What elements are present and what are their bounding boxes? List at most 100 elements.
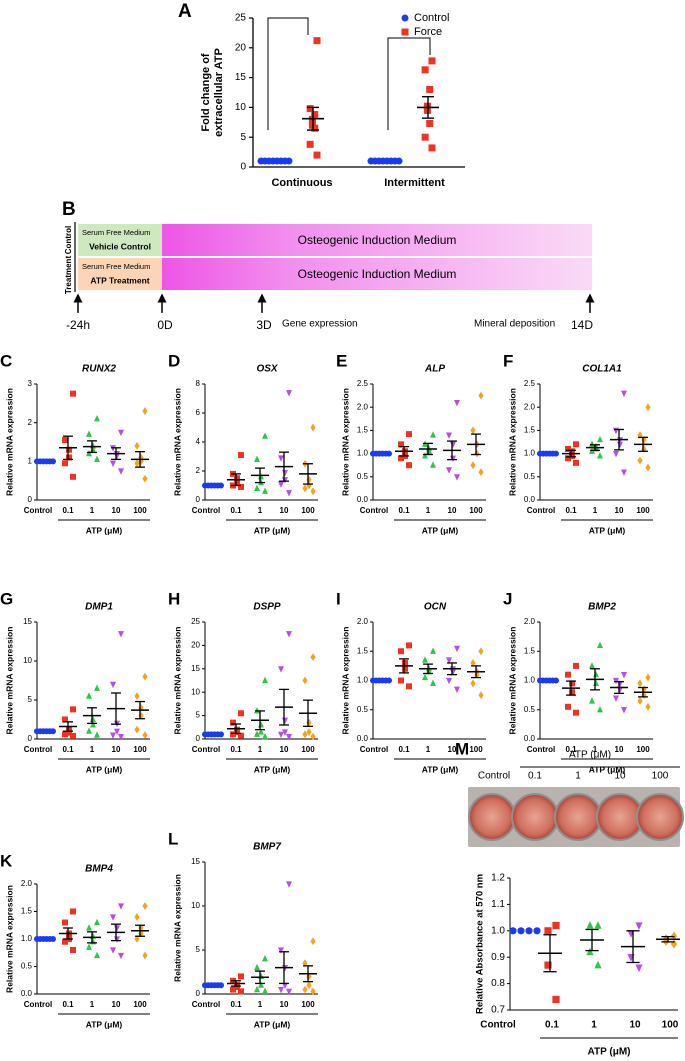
data-point (573, 662, 579, 669)
legend-marker (401, 14, 409, 22)
data-point (86, 924, 92, 931)
data-point (553, 677, 559, 684)
data-point (586, 947, 594, 956)
y-tick-label: 10 (23, 656, 32, 665)
data-point (50, 728, 56, 735)
y-tick-label: 6 (196, 408, 201, 417)
x-axis-label: ATP (μM) (86, 764, 123, 774)
data-point (593, 679, 599, 687)
data-point (573, 709, 579, 716)
y-tick-label: 1.5 (357, 646, 369, 655)
data-point (262, 487, 268, 494)
data-point (552, 995, 560, 1004)
y-axis-label: extracellular ATP (213, 48, 225, 137)
data-point (426, 119, 434, 127)
data-point (422, 656, 428, 663)
data-point (258, 972, 264, 979)
x-tick-label: 10 (280, 506, 289, 515)
y-tick-label: 2.0 (524, 617, 536, 626)
x-tick-label: Control (24, 745, 52, 754)
y-tick-label: 1.5 (21, 907, 33, 916)
x-axis-label: ATP (μM) (588, 1047, 631, 1058)
data-point (50, 458, 56, 465)
data-point (621, 469, 627, 476)
panel-letter: G (0, 589, 13, 608)
data-point (478, 691, 484, 700)
y-axis-label: Relative mRNA expression (4, 627, 14, 735)
x-axis-label: ATP (μM) (589, 525, 626, 535)
data-point (118, 734, 124, 741)
data-point (594, 960, 602, 969)
data-point (597, 641, 603, 648)
y-tick-label: 15 (191, 664, 200, 673)
x-tick-label: 10 (112, 506, 121, 515)
pretreatment-label: Vehicle Control (89, 241, 151, 251)
data-point (454, 474, 460, 481)
y-axis-label: Relative mRNA expression (340, 627, 350, 735)
y-tick-label: 1.0 (357, 449, 369, 458)
data-point (430, 461, 436, 468)
panel-letter: I (336, 589, 341, 608)
data-point (421, 66, 429, 74)
event-label: Mineral deposition (474, 319, 555, 330)
data-point (613, 427, 619, 435)
data-point (110, 681, 116, 689)
x-tick-label: 10 (112, 1000, 121, 1009)
x-tick-label: 0.1 (62, 1000, 74, 1009)
y-tick-label: 1.5 (524, 646, 536, 655)
data-point (134, 459, 140, 468)
chart-title: ALP (424, 364, 445, 375)
data-point (553, 450, 559, 457)
y-tick-label: 1.0 (491, 925, 505, 936)
data-point (234, 479, 240, 486)
x-tick-label: 100 (636, 506, 650, 515)
data-point (635, 964, 643, 973)
data-point (110, 460, 116, 468)
y-tick-label: 10 (235, 102, 247, 113)
data-point (311, 111, 319, 119)
y-tick-label: 0.7 (491, 1005, 505, 1016)
data-point (254, 985, 260, 993)
data-point (142, 731, 148, 739)
data-point (94, 918, 100, 926)
x-tick-label: 0.1 (230, 506, 242, 515)
panel-letter: E (336, 351, 347, 370)
data-point (565, 671, 571, 678)
data-point (637, 456, 643, 465)
y-tick-label: 25 (191, 617, 200, 626)
well (468, 793, 516, 841)
data-point (406, 683, 412, 690)
pretreatment-box (78, 224, 162, 256)
y-tick-label: 1 (28, 456, 33, 465)
y-tick-label: 0.9 (491, 952, 505, 963)
y-tick-label: 1.0 (21, 934, 33, 943)
data-point (302, 985, 308, 994)
pretreatment-medium: Serum Free Medium (82, 228, 150, 237)
y-axis-label: Relative mRNA expression (172, 388, 182, 496)
data-point (114, 728, 120, 735)
data-point (454, 686, 460, 694)
data-point (426, 86, 434, 94)
data-point (118, 952, 124, 960)
data-point (254, 484, 260, 491)
y-tick-label: 15 (235, 72, 247, 83)
data-point (278, 987, 284, 994)
data-point (238, 988, 244, 995)
x-axis-label: ATP (μM) (254, 525, 291, 535)
data-point (589, 440, 595, 447)
data-point (306, 981, 312, 990)
x-tick-label: Control (527, 745, 555, 754)
chart-title: BMP7 (253, 842, 281, 853)
data-point (313, 151, 321, 159)
data-point (302, 484, 308, 493)
chart-title: DSPP (253, 602, 281, 613)
data-point (450, 455, 456, 463)
data-point (218, 731, 224, 738)
y-axis-label: Relative mRNA expression (4, 885, 14, 993)
data-point (544, 927, 552, 935)
x-tick-label: 1 (258, 1000, 263, 1009)
y-tick-label: 1.2 (491, 873, 505, 884)
data-point (569, 452, 575, 459)
x-tick-label: Intermittent (384, 177, 445, 189)
y-axis-label: Relative Absorbance at 570 nm (475, 874, 486, 1014)
